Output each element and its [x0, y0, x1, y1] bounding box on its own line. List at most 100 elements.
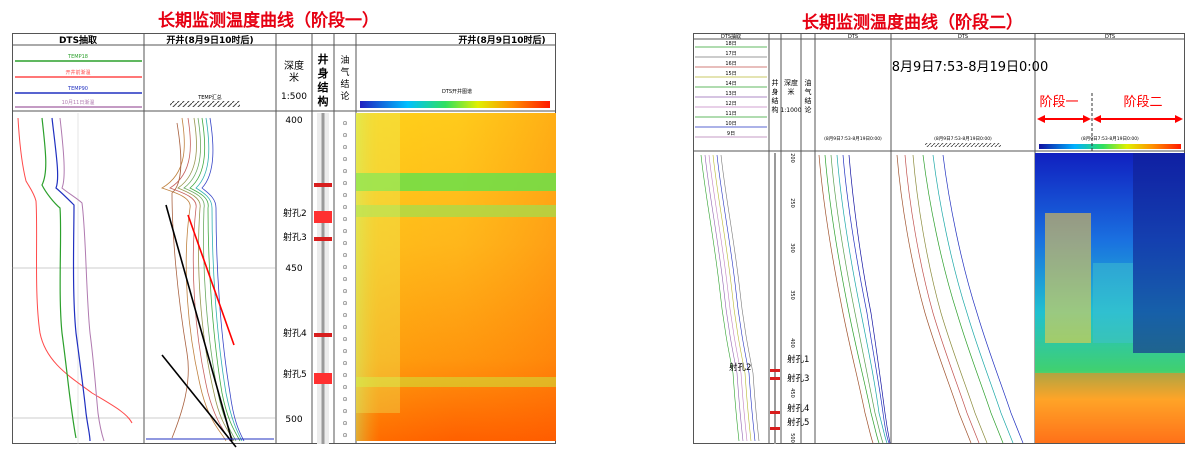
- left-well-column: [314, 113, 332, 444]
- left-depth-header-2: 米: [289, 71, 299, 84]
- right-stage1-label: 阶段一: [1039, 95, 1078, 110]
- stage-num: 15日: [725, 71, 736, 77]
- left-heatmap-header: 开井(8月9日10时后): [458, 34, 545, 46]
- right-perf-label-1: 射孔1: [787, 354, 809, 365]
- svg-text:井: 井: [318, 52, 329, 66]
- right-dts2-sub: (8月9日7:53-8月19日0:00): [934, 136, 992, 142]
- right-stage2-label: 阶段二: [1123, 95, 1162, 110]
- svg-text:气: 气: [340, 66, 349, 78]
- left-depth-tick-400: 400: [285, 116, 302, 126]
- right-col1-plot: [700, 154, 760, 442]
- right-chart-title: 长期监测温度曲线（阶段二）: [802, 13, 1023, 33]
- svg-text:⊙: ⊙: [342, 372, 347, 379]
- left-oil-column: ⊙ ⊙ ⊙ ⊙ ⊙ ⊙ ⊙ ⊙ ⊙ ⊙ ⊙ ⊙ ⊙ ⊙ ⊙ ⊙ ⊙ ⊙ ⊙ ⊙ ⊙ ⊙ ⊙ ⊙ ⊙ ⊙ ⊙: [342, 120, 347, 439]
- stage-arrows: [1037, 93, 1183, 151]
- svg-text:⊙: ⊙: [342, 156, 347, 163]
- left-oil-header: 油 气 结 论: [340, 54, 349, 102]
- left-col2-plot: [144, 117, 276, 448]
- right-dts2-header: DTS: [958, 34, 968, 40]
- svg-text:⊙: ⊙: [342, 120, 347, 127]
- svg-text:⊙: ⊙: [342, 312, 347, 319]
- right-depth-tick-250: 250: [789, 198, 795, 208]
- svg-text:⊙: ⊙: [342, 264, 347, 271]
- svg-text:⊙: ⊙: [342, 408, 347, 415]
- right-depth-tick-450: 450: [789, 388, 795, 398]
- stage-num: 10日: [725, 121, 736, 127]
- svg-text:⊙: ⊙: [342, 204, 347, 211]
- right-depth-tick-500: 500: [789, 433, 795, 443]
- left-perf-label-2: 射孔2: [283, 207, 307, 219]
- right-date-range: 8月9日7:53-8月19日0:00: [892, 60, 1048, 75]
- left-perf-label-4: 射孔4: [283, 327, 307, 339]
- left-colorbar: [360, 101, 550, 108]
- perf-marker: [314, 237, 332, 241]
- svg-text:构: 构: [772, 105, 779, 114]
- svg-text:论: 论: [340, 90, 349, 102]
- right-depth-scale: 1:1000: [780, 107, 801, 114]
- right-well-column: [770, 153, 780, 444]
- svg-text:⊙: ⊙: [342, 336, 347, 343]
- svg-text:身: 身: [318, 66, 329, 80]
- right-col1-legend: 18日 17日 16日 15日 14日 13日 12日 11日 10日 9日: [695, 41, 767, 138]
- svg-text:⊙: ⊙: [342, 216, 347, 223]
- perf-marker: [314, 373, 332, 384]
- right-dts3-header: DTS: [1105, 34, 1115, 40]
- perf-marker: [314, 211, 332, 223]
- right-col1-header: DTS抽取: [721, 33, 741, 40]
- svg-text:⊙: ⊙: [342, 228, 347, 235]
- right-depth-tick-400: 400: [789, 338, 795, 348]
- left-chart-title: 长期监测温度曲线（阶段一）: [158, 11, 379, 31]
- svg-text:身: 身: [772, 87, 779, 96]
- stage-num: 16日: [725, 61, 736, 67]
- svg-text:⊙: ⊙: [342, 168, 347, 175]
- stage-num: 18日: [725, 41, 736, 47]
- right-perf-label-4: 射孔4: [787, 403, 809, 414]
- left-depth-tick-450: 450: [285, 264, 302, 274]
- svg-text:气: 气: [805, 87, 812, 96]
- left-heatmap-sub: DTS开井图谱: [442, 88, 472, 95]
- svg-text:⊙: ⊙: [342, 288, 347, 295]
- left-perf-label-3: 射孔3: [283, 231, 307, 243]
- stage-num: 13日: [725, 91, 736, 97]
- right-colorbar: [1039, 144, 1181, 149]
- svg-text:⊙: ⊙: [342, 324, 347, 331]
- svg-text:油: 油: [805, 78, 812, 87]
- right-well-header: 井 身 结 构: [772, 78, 779, 114]
- right-dts2-plot: [896, 154, 1024, 444]
- perf-marker: [314, 183, 332, 187]
- stage-num: 9日: [727, 131, 735, 137]
- right-depth-tick-200: 200: [789, 153, 795, 163]
- right-dts2-hatch: [925, 143, 1001, 147]
- svg-text:油: 油: [340, 54, 349, 66]
- left-col2-sub: TEMP汇总: [197, 94, 222, 101]
- svg-text:⊙: ⊙: [342, 300, 347, 307]
- left-col1-plot: [12, 113, 144, 444]
- stage-num: 12日: [725, 101, 736, 107]
- svg-text:⊙: ⊙: [342, 252, 347, 259]
- svg-text:结: 结: [317, 80, 329, 94]
- legend-prewarm: 开井前渐温: [65, 69, 90, 76]
- right-dts1-header: DTS: [848, 34, 858, 40]
- left-well-header: 井 身 结 构: [317, 52, 329, 108]
- right-perf-label-3: 射孔3: [787, 373, 809, 384]
- svg-text:⊙: ⊙: [342, 348, 347, 355]
- right-heatmap: [1035, 153, 1185, 443]
- svg-text:⊙: ⊙: [342, 192, 347, 199]
- left-depth-tick-500: 500: [285, 415, 302, 425]
- svg-text:⊙: ⊙: [342, 396, 347, 403]
- right-dts1-sub: (8月9日7:53-8月19日0:00): [824, 136, 882, 142]
- svg-text:⊙: ⊙: [342, 180, 347, 187]
- right-depth-tick-350: 350: [789, 290, 795, 300]
- svg-text:井: 井: [772, 78, 779, 87]
- left-col1-header: DTS抽取: [59, 34, 98, 46]
- left-col2-header: 开井(8月9日10时后): [166, 34, 253, 46]
- right-depth-tick-300: 300: [789, 243, 795, 253]
- left-heatmap: [356, 113, 556, 441]
- left-depth-header-1: 深度: [284, 59, 304, 72]
- legend-temp18: TEMP18: [67, 54, 88, 60]
- perf-marker: [314, 333, 332, 337]
- svg-text:⊙: ⊙: [342, 240, 347, 247]
- right-log-panel: DTS抽取 DTS DTS DTS 18日 17日 16日 15日 14日 13…: [693, 33, 1185, 444]
- right-dts3-sub: (8月9日7:53-8月19日0:00): [1081, 136, 1139, 142]
- svg-text:⊙: ⊙: [342, 276, 347, 283]
